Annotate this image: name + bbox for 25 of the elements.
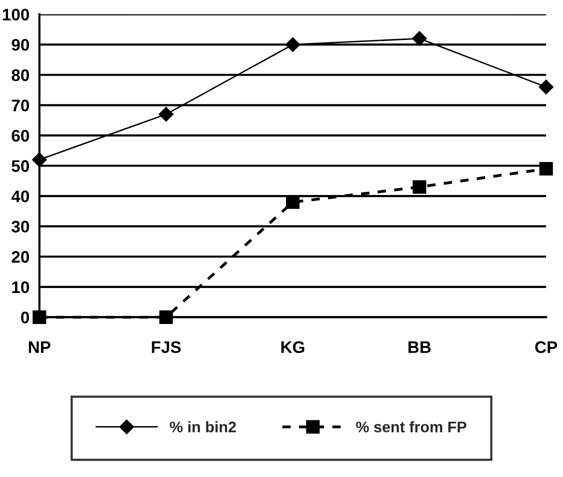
y-tick-label: 0 bbox=[21, 312, 30, 324]
y-tick-label: 70 bbox=[12, 100, 30, 112]
point bbox=[412, 31, 427, 46]
point bbox=[286, 195, 300, 209]
y-tick-label: 100 bbox=[2, 8, 30, 21]
legend-label: % sent from FP bbox=[356, 421, 466, 432]
point bbox=[539, 162, 553, 176]
y-tick-label: 40 bbox=[11, 190, 30, 202]
x-tick-label: KG bbox=[281, 341, 304, 354]
y-tick-label: 60 bbox=[12, 130, 30, 142]
y-tick-label: 10 bbox=[12, 281, 30, 294]
point bbox=[538, 80, 554, 94]
x-tick-label: FJS bbox=[152, 341, 181, 354]
y-tick-label: 90 bbox=[12, 39, 30, 51]
y-tick-label: 80 bbox=[12, 69, 30, 82]
y-tick-label: 30 bbox=[12, 220, 30, 233]
x-tick-label: NP bbox=[28, 341, 50, 353]
y-tick-label: 20 bbox=[12, 251, 30, 263]
x-tick-label: CP bbox=[535, 341, 558, 354]
point bbox=[412, 180, 426, 194]
x-tick-label: BB bbox=[408, 341, 431, 353]
y-tick-label: 50 bbox=[12, 160, 30, 172]
legend-label: % in bin2 bbox=[170, 421, 236, 432]
point bbox=[158, 106, 174, 122]
point bbox=[285, 37, 300, 52]
